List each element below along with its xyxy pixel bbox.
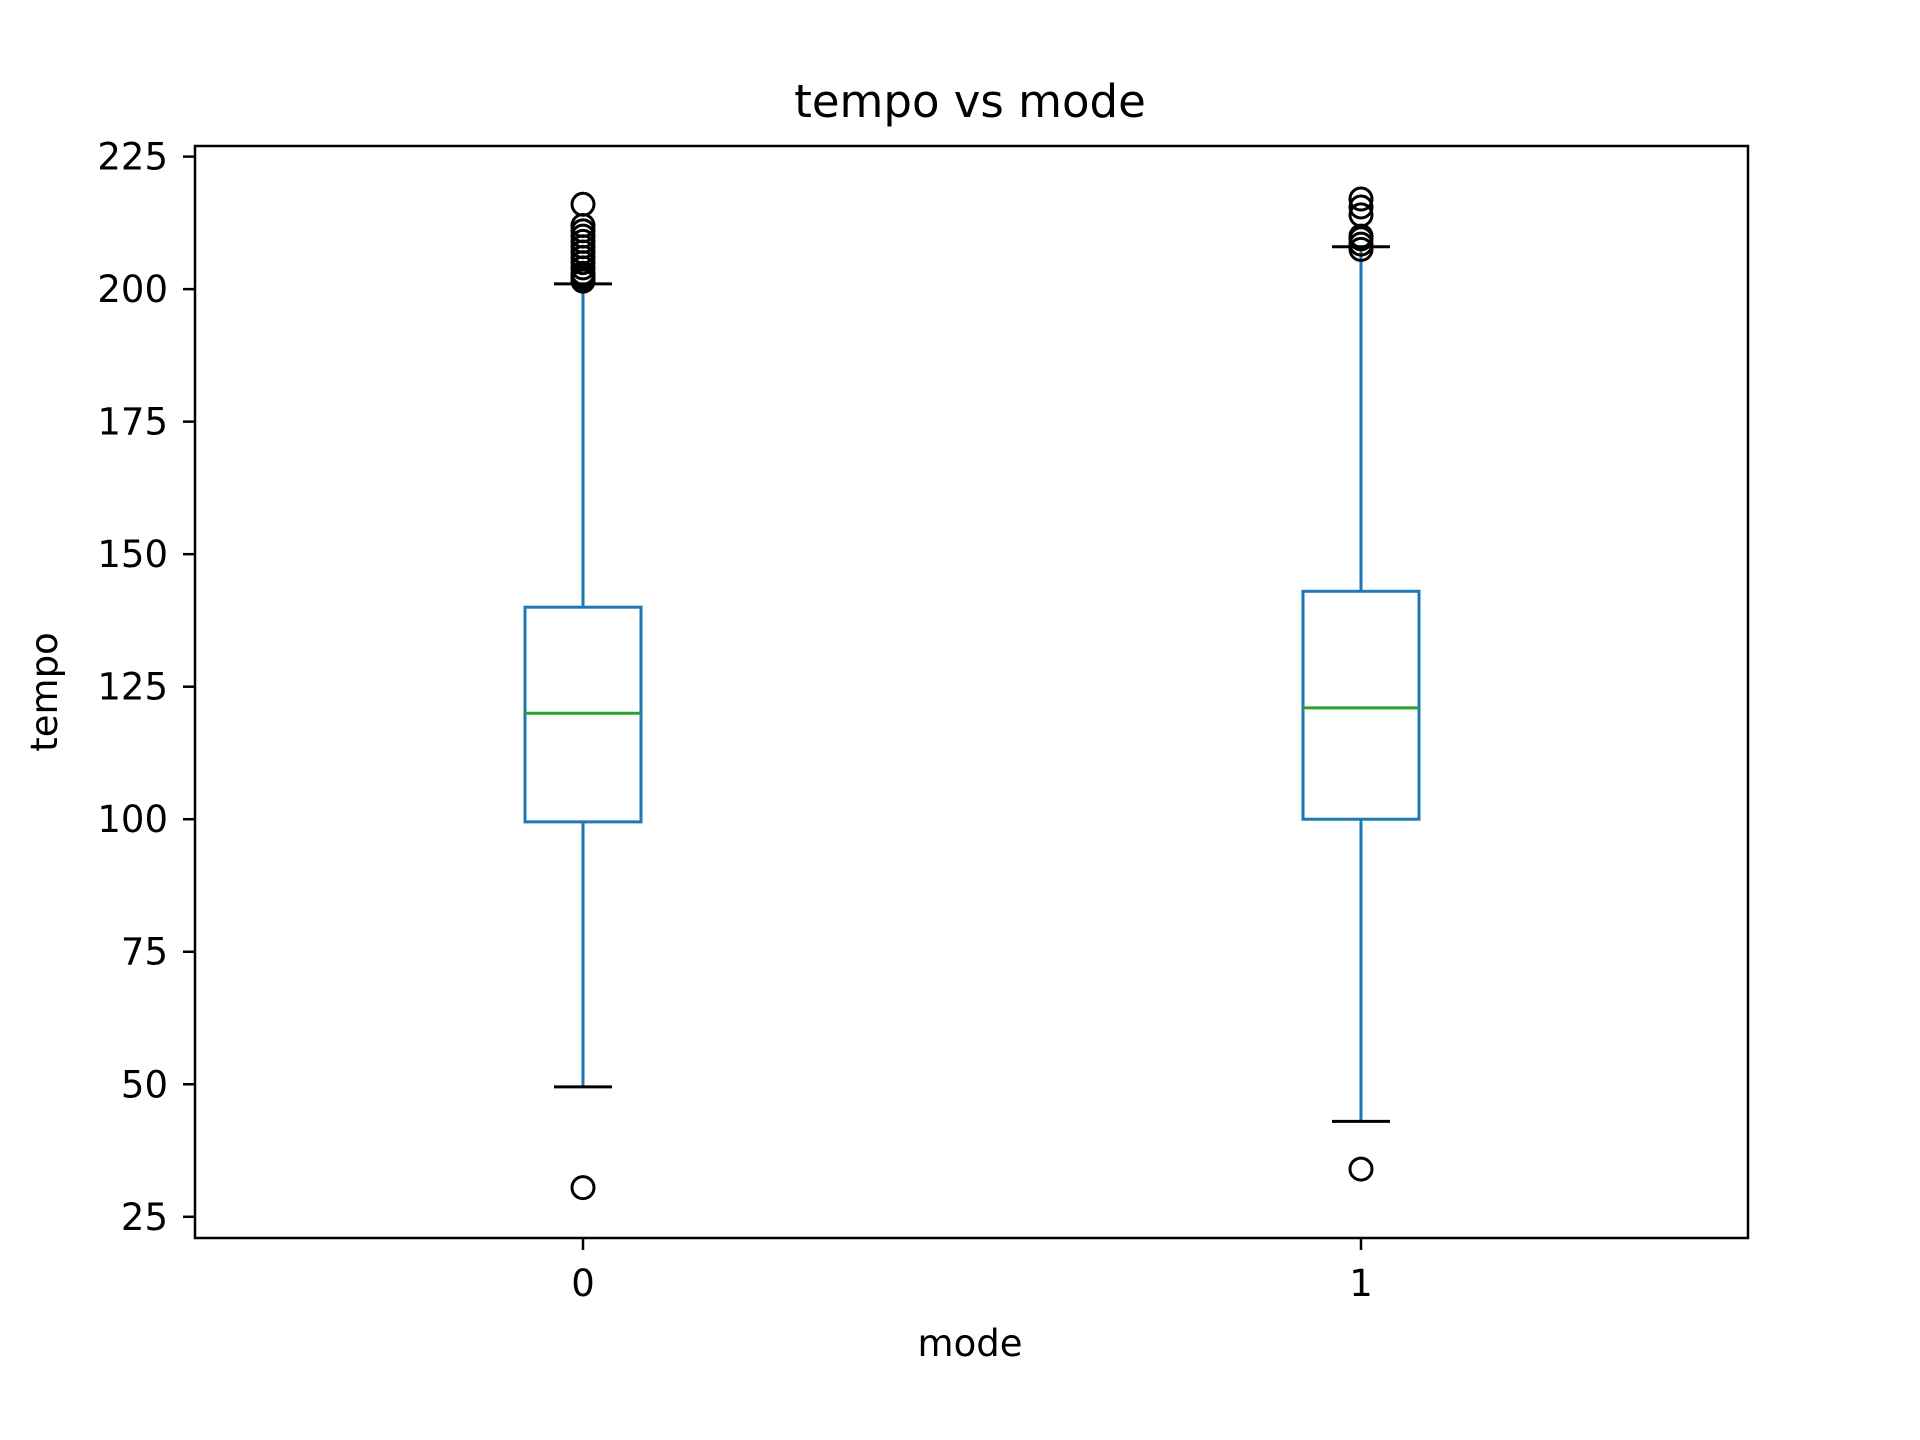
x-axis-label: mode [918,1322,1023,1365]
outlier-point [1348,194,1374,220]
outlier-point [570,1175,596,1201]
y-tick-label: 175 [97,401,168,444]
plot-marks [523,186,1421,1201]
outlier-point [570,191,596,217]
y-tick-label: 100 [97,798,168,841]
box-group-mode-1 [1301,186,1421,1182]
y-tick-label: 200 [97,268,168,311]
x-tick-label: 0 [571,1262,595,1305]
y-tick-label: 125 [97,666,168,709]
outlier-point [1348,1156,1374,1182]
y-tick-label: 75 [121,931,168,974]
plot-area-frame [193,144,1750,1240]
chart-title: tempo vs mode [794,75,1146,128]
outlier-point [1348,202,1374,228]
outlier-point [1348,186,1374,212]
y-axis: 25 50 75 100 125 150 175 200 225 [97,136,195,1239]
y-tick-label: 25 [121,1196,168,1239]
y-tick-label: 225 [97,136,168,179]
x-tick-label: 1 [1349,1262,1373,1305]
y-axis-label: tempo [23,632,66,751]
iqr-box [1301,589,1421,821]
y-tick-label: 50 [121,1063,168,1106]
y-tick-label: 150 [97,533,168,576]
box-group-mode-0 [523,191,643,1201]
